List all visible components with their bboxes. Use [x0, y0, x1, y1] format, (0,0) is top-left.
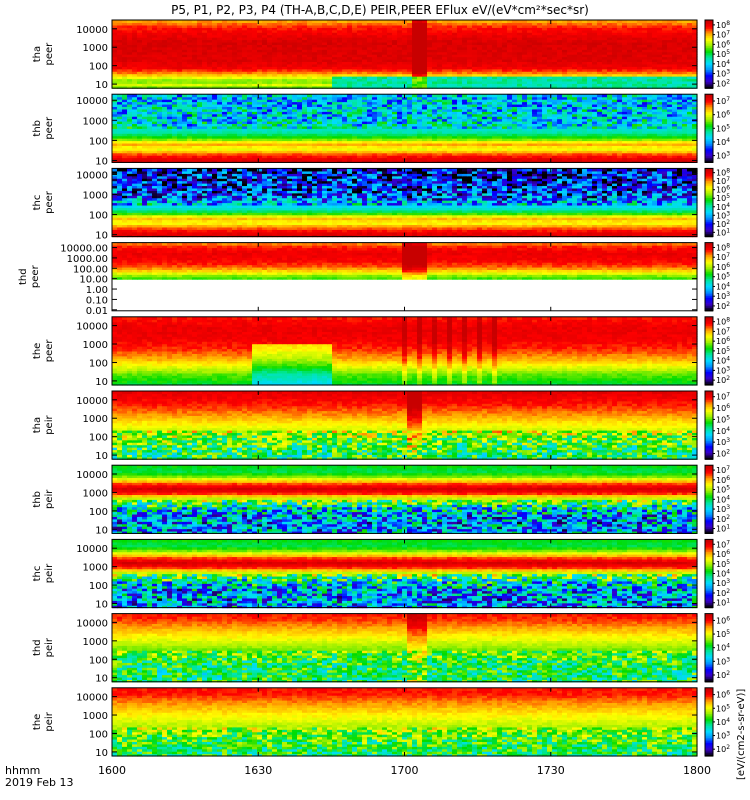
- heatmap-thb_peer: [112, 94, 698, 163]
- colorbar-tha_peer: 102103104105106107108: [705, 20, 730, 89]
- colorbar-tick-label: 103: [716, 69, 730, 79]
- y-tick-label: 100: [89, 62, 108, 73]
- panel-ylabel: tha: [32, 46, 43, 62]
- colorbar-tick-label: 102: [716, 78, 730, 88]
- y-tick-label: 1000: [83, 43, 108, 54]
- panel-sublabel: peer: [44, 42, 55, 66]
- colorbar-tick-label: 106: [716, 39, 730, 49]
- y-tick-label: 10: [95, 80, 108, 91]
- chart-title: P5, P1, P2, P3, P4 (TH-A,B,C,D,E) PEIR,P…: [171, 3, 589, 17]
- colorbar-tick-label: 104: [716, 59, 730, 69]
- colorbar-tick-label: 108: [716, 20, 730, 30]
- colorbar-tick-label: 105: [716, 49, 730, 59]
- colorbar-tick-label: 107: [716, 30, 730, 40]
- panel-thb_peer: 10100100010000thb peer103104105106107: [32, 94, 730, 167]
- y-tick-label: 10000: [76, 25, 108, 36]
- heatmap-tha_peer: [112, 20, 698, 89]
- panel-tha_peer: 10 100 1000 10000 tha peer 1021031041051061071…: [32, 20, 730, 91]
